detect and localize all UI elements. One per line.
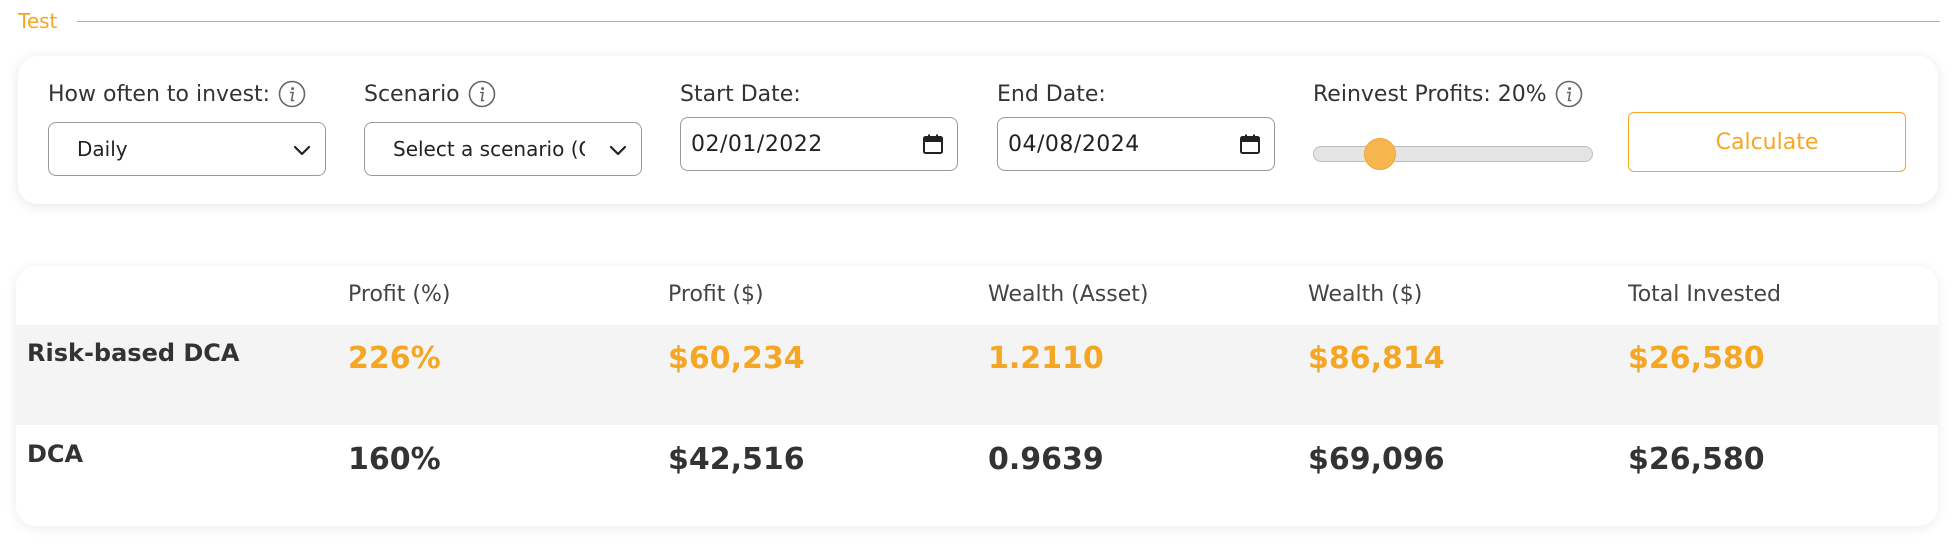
chevron-down-icon — [609, 145, 627, 156]
calendar-icon[interactable] — [1238, 132, 1262, 156]
table-row-dca: DCA 160% $42,516 0.9639 $69,096 $26,580 — [16, 426, 1938, 526]
end-date-input[interactable]: 04/08/2024 — [997, 117, 1275, 171]
info-icon[interactable] — [278, 80, 306, 108]
scenario-label-row: Scenario — [364, 80, 496, 108]
column-header-total-invested: Total Invested — [1628, 282, 1781, 307]
table-cell: $26,580 — [1628, 341, 1765, 376]
table-row-risk-based-dca: Risk-based DCA 226% $60,234 1.2110 $86,8… — [16, 325, 1938, 425]
scenario-select-value: Select a scenario (Op — [393, 137, 585, 161]
table-cell: 0.9639 — [988, 442, 1104, 477]
section-divider — [77, 20, 1940, 22]
results-table: Profit (%) Profit ($) Wealth (Asset) Wea… — [16, 266, 1938, 526]
frequency-select-value: Daily — [77, 137, 128, 161]
reinvest-slider[interactable] — [1313, 146, 1593, 162]
reinvest-label-row: Reinvest Profits: 20% — [1313, 80, 1583, 108]
reinvest-slider-thumb[interactable] — [1363, 138, 1396, 170]
frequency-label: How often to invest: — [48, 81, 271, 107]
row-label: DCA — [27, 440, 84, 468]
start-date-input[interactable]: 02/01/2022 — [680, 117, 958, 171]
scenario-label: Scenario — [364, 81, 460, 107]
info-icon[interactable] — [1555, 80, 1583, 108]
end-date-value: 04/08/2024 — [1008, 131, 1140, 157]
table-cell: $26,580 — [1628, 442, 1765, 477]
column-header-profit-dollar: Profit ($) — [668, 282, 764, 307]
column-header-wealth-dollar: Wealth ($) — [1308, 282, 1423, 307]
table-cell: $60,234 — [668, 341, 805, 376]
calendar-icon[interactable] — [921, 132, 945, 156]
info-icon[interactable] — [468, 80, 496, 108]
table-cell: $69,096 — [1308, 442, 1445, 477]
end-date-label: End Date: — [997, 82, 1106, 107]
row-label: Risk-based DCA — [27, 339, 240, 367]
start-date-label-row: Start Date: — [680, 82, 801, 107]
column-header-profit-percent: Profit (%) — [348, 282, 451, 307]
section-header: Test — [18, 8, 1940, 34]
section-title: Test — [18, 9, 58, 33]
table-cell: 160% — [348, 442, 441, 477]
frequency-select[interactable]: Daily — [48, 122, 326, 176]
end-date-label-row: End Date: — [997, 82, 1106, 107]
table-cell: $42,516 — [668, 442, 805, 477]
table-cell: 226% — [348, 341, 441, 376]
table-cell: $86,814 — [1308, 341, 1445, 376]
controls-panel: How often to invest: Daily Scenario Sele… — [18, 56, 1938, 204]
calculate-button[interactable]: Calculate — [1628, 112, 1906, 172]
table-cell: 1.2110 — [988, 341, 1104, 376]
chevron-down-icon — [293, 145, 311, 156]
start-date-label: Start Date: — [680, 82, 801, 107]
column-header-wealth-asset: Wealth (Asset) — [988, 282, 1149, 307]
scenario-select[interactable]: Select a scenario (Op — [364, 122, 642, 176]
frequency-label-row: How often to invest: — [48, 80, 306, 108]
reinvest-label: Reinvest Profits: 20% — [1313, 81, 1547, 107]
start-date-value: 02/01/2022 — [691, 131, 823, 157]
